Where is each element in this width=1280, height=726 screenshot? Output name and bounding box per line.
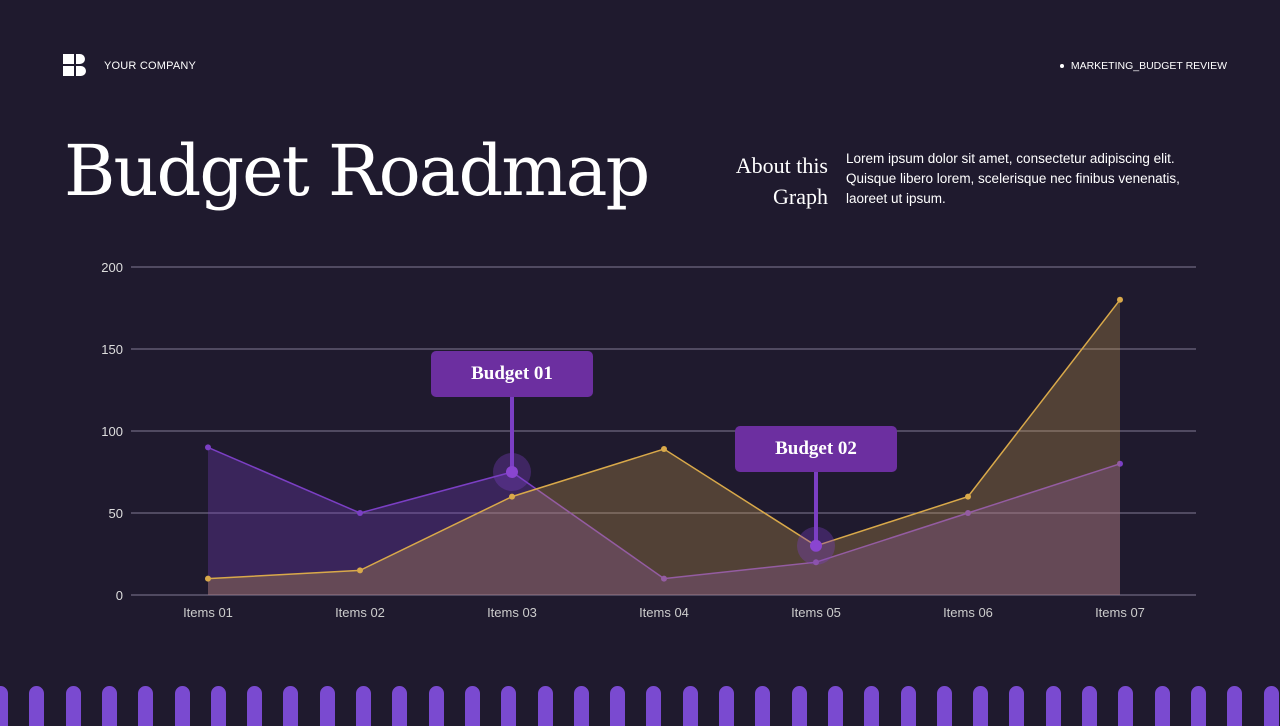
x-tick-label: Items 03: [487, 605, 537, 620]
stripe: [1082, 686, 1097, 726]
callout-budget-02: Budget 02: [735, 426, 897, 472]
stripe: [791, 686, 807, 726]
y-tick-label: 0: [116, 588, 123, 603]
stripe: [936, 686, 952, 726]
stripe: [29, 686, 45, 726]
about-heading-line2: Graph: [773, 184, 828, 209]
decorative-stripes: [0, 686, 1280, 726]
stripe: [973, 686, 989, 726]
data-point: [205, 444, 211, 451]
x-tick-label: Items 02: [335, 605, 385, 620]
stripe: [464, 686, 480, 726]
data-point: [965, 510, 971, 516]
stripe: [682, 686, 698, 726]
about-heading: About this Graph: [688, 150, 828, 212]
stripe: [827, 686, 843, 726]
logo-icon: [63, 54, 86, 76]
bullet-icon: [1059, 64, 1064, 68]
stripe: [247, 686, 263, 726]
stripe: [428, 686, 444, 726]
stripe: [755, 686, 771, 726]
data-point: [1117, 296, 1123, 303]
stripe: [1263, 686, 1279, 726]
stripe: [573, 686, 589, 726]
section-label: MARKETING_BUDGET REVIEW: [1059, 60, 1227, 72]
x-tick-label: Items 07: [1095, 605, 1145, 620]
stripe: [101, 686, 117, 726]
x-tick-label: Items 05: [791, 605, 841, 620]
y-tick-label: 50: [109, 506, 123, 521]
x-tick-label: Items 04: [639, 605, 689, 620]
stripe: [210, 686, 226, 726]
stripe: [1009, 686, 1025, 726]
data-point: [509, 493, 515, 500]
stripe: [392, 686, 408, 726]
data-point: [813, 559, 819, 566]
stripe: [319, 686, 335, 726]
stripe: [1118, 686, 1134, 726]
stripe: [719, 686, 734, 726]
stripe: [1190, 686, 1206, 726]
stripe: [65, 686, 81, 726]
stripe: [864, 686, 880, 726]
y-tick-label: 200: [101, 260, 123, 275]
stripe: [1227, 686, 1243, 726]
stripe: [174, 686, 190, 726]
about-text: Lorem ipsum dolor sit amet, consectetur …: [846, 151, 1180, 206]
data-point: [205, 575, 211, 582]
company-name: YOUR COMPANY: [104, 60, 197, 72]
stripe: [1045, 686, 1061, 726]
callout-marker: [810, 539, 822, 552]
stripe: [646, 686, 662, 726]
stripe: [501, 686, 517, 726]
callout-budget-01: Budget 01: [431, 351, 593, 397]
data-point: [661, 575, 667, 582]
stripe: [138, 686, 154, 726]
x-tick-label: Items 01: [183, 605, 233, 620]
y-tick-label: 100: [101, 424, 123, 439]
stripe: [1154, 686, 1170, 726]
section-text: MARKETING_BUDGET REVIEW: [1070, 60, 1227, 72]
stripe: [0, 686, 8, 726]
page-title: Budget Roadmap: [64, 130, 650, 212]
stripe: [537, 686, 553, 726]
stripe: [283, 686, 299, 726]
y-tick-label: 150: [101, 342, 123, 357]
callout-marker: [506, 466, 518, 478]
about-heading-line1: About this: [735, 153, 828, 178]
series-area: [208, 447, 1120, 595]
data-point: [965, 493, 971, 500]
data-point: [1117, 460, 1123, 467]
stripe: [610, 686, 626, 726]
data-point: [357, 510, 363, 516]
data-point: [661, 446, 667, 453]
stripe: [356, 686, 371, 726]
data-point: [357, 567, 363, 574]
stripe: [900, 686, 916, 726]
x-tick-label: Items 06: [943, 605, 993, 620]
